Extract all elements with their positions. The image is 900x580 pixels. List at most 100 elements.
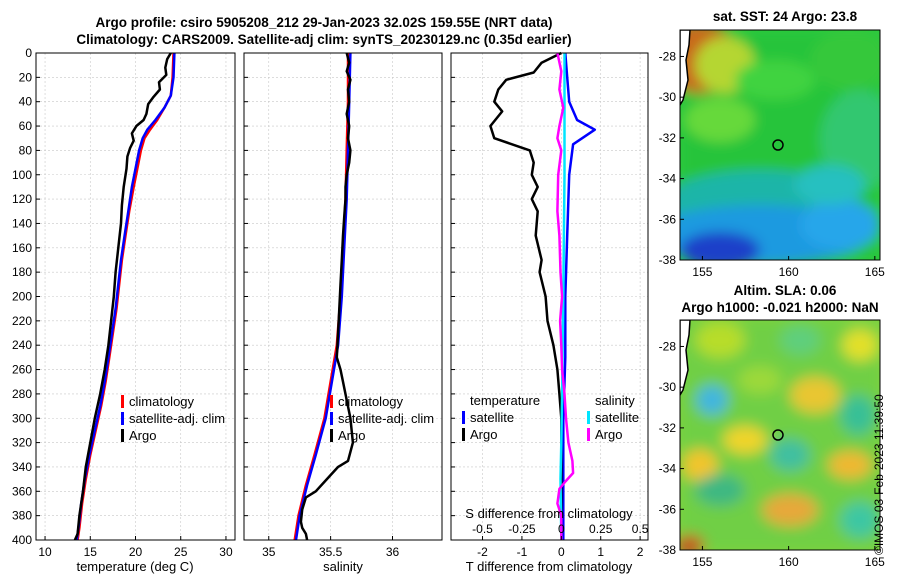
x-tick-label: 35: [262, 545, 276, 559]
salinity-grid: [244, 52, 442, 541]
x-tick-label: 25: [174, 545, 188, 559]
sla-map-ticks: 155 160 165 -28 -30 -32 -34 -36 -38: [659, 339, 886, 569]
y-tick-label: 300: [12, 411, 32, 425]
map-y-tick-label: -28: [659, 339, 677, 353]
legend-sat-swatch-2: [330, 412, 333, 425]
temperature-ticks: 0 20 40 60 80 100 120 140 160 180 200 220 240 260 280 3…: [12, 46, 233, 559]
legend-clim-swatch: [121, 395, 124, 408]
y-tick-label: 320: [12, 436, 32, 450]
h-map-title: Argo h1000: -0.021 h2000: NaN: [681, 300, 879, 315]
map-x-tick-label: 160: [779, 555, 799, 569]
map-y-tick-label: -30: [659, 90, 677, 104]
legend-temp-header: temperature: [470, 393, 540, 408]
legend-clim-label: climatology: [129, 394, 195, 409]
legend-argo-label-2: Argo: [338, 428, 365, 443]
difference-grid: [451, 52, 648, 541]
map-x-tick-label: 165: [865, 265, 885, 279]
y-tick-label: 140: [12, 216, 32, 230]
map-y-tick-label: -38: [659, 253, 677, 267]
series-line-t-satellite: [562, 52, 597, 540]
map-y-tick-label: -34: [659, 462, 677, 476]
legend-sal-header: salinity: [595, 393, 635, 408]
map-x-tick-label: 160: [779, 265, 799, 279]
sal-tick-label: 0.5: [632, 522, 649, 536]
difference-xlabel-top: S difference from climatology: [465, 506, 633, 521]
series-line-s-satellite: [559, 53, 566, 541]
series-line-s-argo: [556, 52, 575, 540]
y-tick-label: 380: [12, 509, 32, 523]
y-tick-label: 340: [12, 460, 32, 474]
title-line-1: Argo profile: csiro 5905208_212 29-Jan-2…: [95, 15, 553, 30]
y-tick-label: 0: [25, 46, 32, 60]
sla-map-title: Altim. SLA: 0.06: [733, 283, 837, 298]
difference-ticks: -2 -1 0 1 2: [451, 52, 644, 559]
x-tick-label: 20: [129, 545, 143, 559]
x-tick-label: 10: [38, 545, 52, 559]
timestamp-stamp: ©IMOS 03-Feb-2023 11:39:50: [872, 394, 886, 555]
y-tick-label: 400: [12, 533, 32, 547]
y-tick-label: 160: [12, 241, 32, 255]
y-tick-label: 40: [19, 95, 33, 109]
series-line-argo: [73, 52, 172, 541]
legend-ssat-swatch: [587, 411, 590, 424]
y-tick-label: 240: [12, 338, 32, 352]
salinity-xlabel: salinity: [323, 559, 363, 574]
y-tick-label: 120: [12, 192, 32, 206]
sst-map-title: sat. SST: 24 Argo: 23.8: [712, 9, 858, 24]
map-y-tick-label: -28: [659, 49, 677, 63]
y-tick-label: 220: [12, 314, 32, 328]
sst-map: 155 160 165 -28 -30 -32 -34 -36 -38: [659, 29, 886, 279]
sst-map-ticks: 155 160 165 -28 -30 -32 -34 -36 -38: [659, 49, 886, 279]
series-line-t-argo: [489, 51, 563, 540]
map-y-tick-label: -30: [659, 380, 677, 394]
temperature-xlabel: temperature (deg C): [76, 559, 193, 574]
sla-argo-marker: [772, 429, 784, 441]
series-line-argo: [299, 52, 355, 541]
salinity-legend: climatology satellite-adj. clim Argo: [330, 394, 434, 443]
map-y-tick-label: -34: [659, 172, 677, 186]
difference-legend: temperature satellite Argo salinity sate…: [462, 393, 639, 442]
legend-tsat-swatch: [462, 411, 465, 424]
difference-xlabel: T difference from climatology: [466, 559, 633, 574]
salinity-ticks: 35 35.5 36: [244, 52, 400, 559]
series-line-satellite-adj-clim: [75, 52, 176, 541]
map-x-tick-label: 155: [692, 265, 712, 279]
y-tick-label: 180: [12, 265, 32, 279]
y-tick-label: 360: [12, 484, 32, 498]
legend-targo-swatch: [462, 428, 465, 441]
y-tick-label: 60: [19, 119, 33, 133]
legend-argo-swatch: [121, 429, 124, 442]
difference-lines: [489, 51, 597, 541]
legend-argo-swatch-2: [330, 429, 333, 442]
salinity-panel: 35 35.5 36 salinity climatology satellite-…: [243, 52, 443, 574]
map-y-tick-label: -38: [659, 543, 677, 557]
legend-sargo-label: Argo: [595, 427, 622, 442]
sal-tick-label: -0.5: [472, 522, 493, 536]
y-tick-label: 100: [12, 168, 32, 182]
y-tick-label: 200: [12, 290, 32, 304]
x-tick-label: 15: [84, 545, 98, 559]
map-x-tick-label: 155: [692, 555, 712, 569]
x-tick-label: 1: [597, 545, 604, 559]
legend-clim-label-2: climatology: [338, 394, 404, 409]
x-tick-label: 36: [386, 545, 400, 559]
sst-argo-marker: [772, 139, 784, 151]
map-y-tick-label: -32: [659, 421, 677, 435]
temperature-panel: 0 20 40 60 80 100 120 140 160 180 200 220 240 260 280 3…: [12, 46, 236, 574]
x-tick-label: 2: [637, 545, 644, 559]
y-tick-label: 80: [19, 143, 33, 157]
map-y-tick-label: -32: [659, 131, 677, 145]
map-y-tick-label: -36: [659, 212, 677, 226]
sal-tick-label: 0: [558, 522, 565, 536]
temperature-legend: climatology satellite-adj. clim Argo: [121, 394, 225, 443]
legend-argo-label: Argo: [129, 428, 156, 443]
sla-map-frame: [679, 319, 881, 551]
legend-clim-swatch-2: [330, 395, 333, 408]
legend-sat-swatch: [121, 412, 124, 425]
x-tick-label: 0: [558, 545, 565, 559]
sst-field: [680, 30, 880, 260]
y-tick-label: 260: [12, 363, 32, 377]
temperature-lines: [73, 52, 176, 541]
x-tick-label: 35.5: [319, 545, 343, 559]
